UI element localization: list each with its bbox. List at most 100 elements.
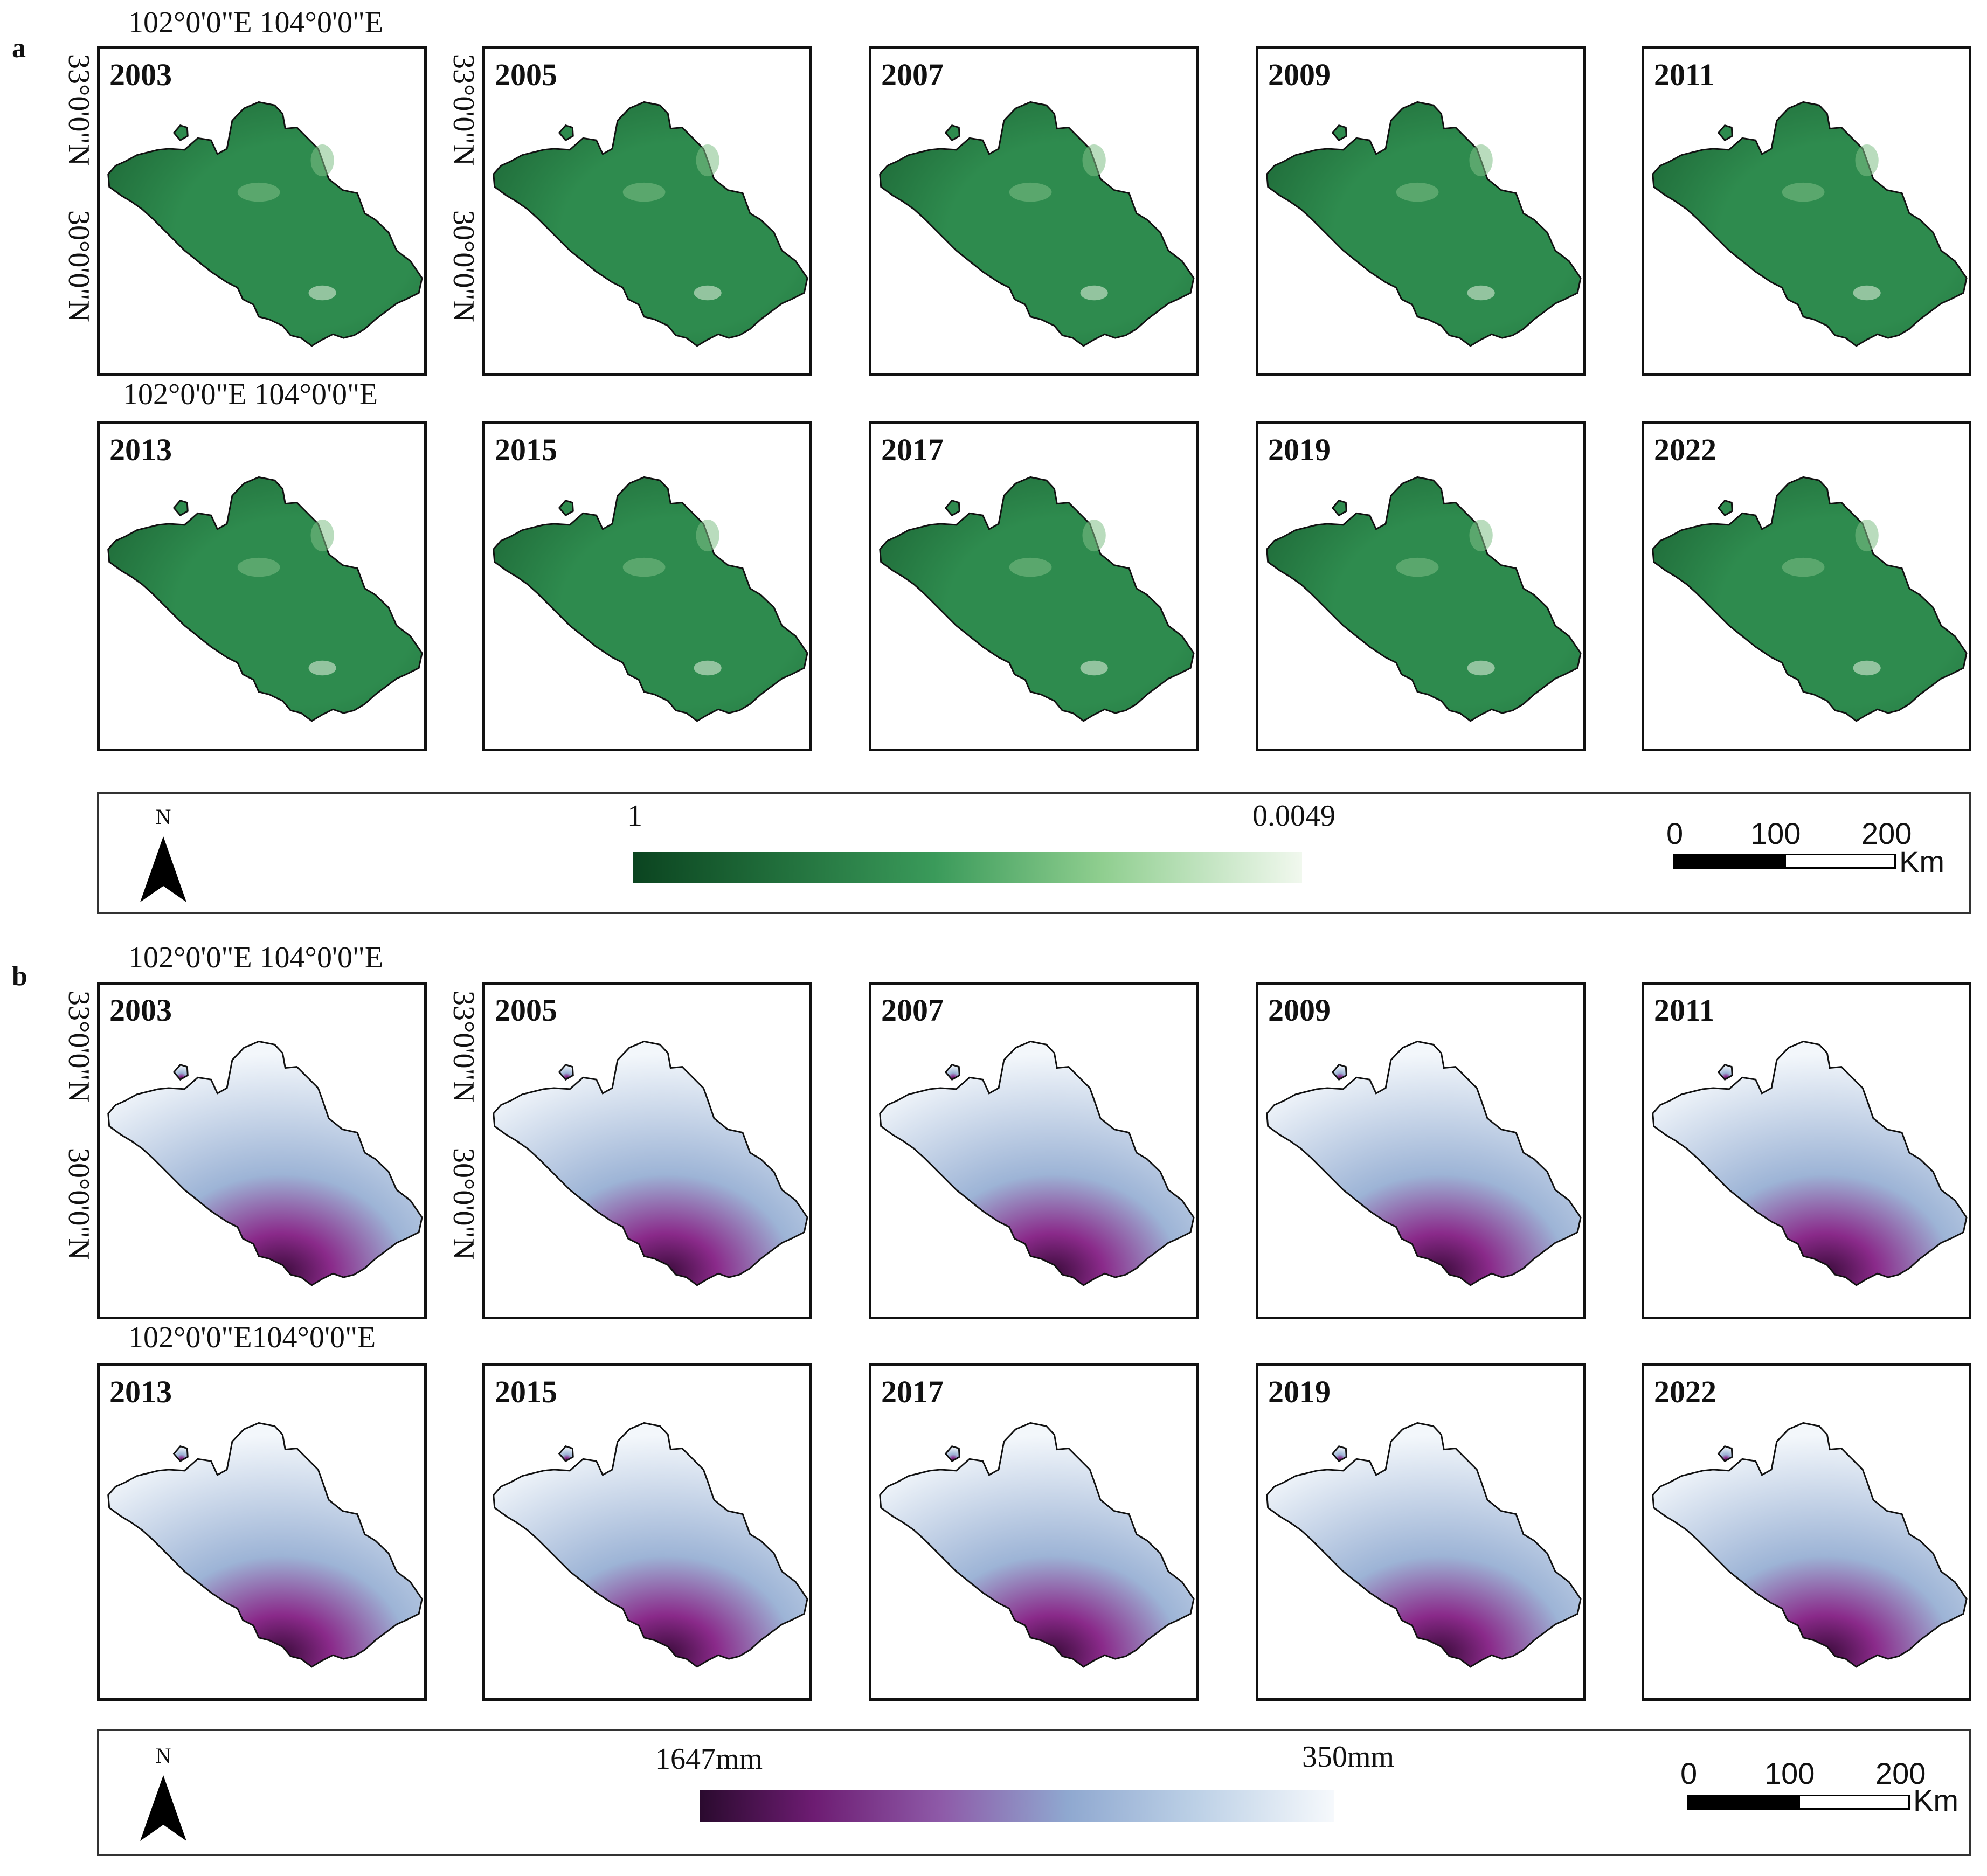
scale-bar-white — [1784, 854, 1896, 869]
map-frame: 2007 — [869, 46, 1199, 376]
map-frame: 2022 — [1642, 1363, 1971, 1701]
year-label: 2015 — [495, 432, 557, 467]
highland-patch — [622, 557, 666, 577]
map-frame: 2019 — [1256, 1363, 1586, 1701]
study-area-map — [493, 101, 808, 347]
study-area-region — [493, 1422, 808, 1668]
year-label: 2015 — [495, 1374, 557, 1409]
scale-unit: Km — [1899, 844, 1944, 878]
study-area-island — [1717, 1445, 1733, 1463]
study-area-map — [493, 476, 808, 722]
study-area-region — [1266, 1422, 1582, 1668]
study-area-region — [1266, 1040, 1582, 1286]
scale-tick: 0 — [1666, 816, 1684, 850]
highland-patch — [1080, 285, 1108, 301]
study-area-island — [944, 1063, 960, 1081]
year-label: 2009 — [1268, 993, 1331, 1028]
year-label: 2011 — [1654, 57, 1715, 92]
highland-patch — [696, 520, 719, 552]
latitude-label: 30°0'0"N — [62, 210, 95, 322]
highland-patch — [1082, 520, 1106, 552]
scale-tick: 200 — [1861, 816, 1912, 850]
study-area-map — [107, 476, 423, 722]
map-frame: 2013 — [97, 421, 427, 751]
map-frame: 2022 — [1642, 421, 1971, 751]
year-label: 2009 — [1268, 57, 1331, 92]
study-area-island — [558, 499, 574, 517]
colorbar-min-label: 0.0049 — [1252, 799, 1335, 833]
latitude-label: 33°0'0"N — [447, 991, 480, 1103]
study-area-island — [172, 499, 189, 517]
highland-patch — [1009, 557, 1052, 577]
latitude-label: 30°0'0"N — [447, 210, 480, 322]
highland-patch — [237, 557, 280, 577]
scale-tick: 200 — [1875, 1756, 1926, 1790]
study-area-island — [558, 1063, 574, 1081]
study-area-island — [1717, 1063, 1733, 1081]
study-area-map — [1266, 1040, 1582, 1286]
scale-unit: Km — [1913, 1783, 1958, 1817]
year-label: 2007 — [881, 57, 944, 92]
highland-patch — [1853, 660, 1881, 676]
study-area-region — [107, 1422, 423, 1668]
study-area-island — [944, 1445, 960, 1463]
year-label: 2003 — [109, 993, 172, 1028]
study-area-map — [1652, 1040, 1968, 1286]
highland-patch — [1469, 520, 1493, 552]
year-label: 2005 — [495, 993, 557, 1028]
study-area-map — [107, 1040, 423, 1286]
study-area-region — [107, 101, 423, 347]
study-area-map — [1652, 476, 1968, 722]
study-area-island — [1331, 499, 1347, 517]
study-area-island — [172, 124, 189, 142]
latitude-label: 33°0'0"N — [62, 54, 95, 166]
map-frame: 2013 — [97, 1363, 427, 1701]
highland-patch — [1467, 285, 1495, 301]
study-area-island — [944, 499, 960, 517]
study-area-island — [1331, 124, 1347, 142]
scale-bar: 0 100 200 Km — [1662, 816, 1953, 891]
study-area-region — [493, 1040, 808, 1286]
highland-patch — [308, 660, 336, 676]
scale-bar-black — [1687, 1795, 1800, 1810]
scale-tick: 0 — [1680, 1756, 1698, 1790]
study-area-region — [1652, 476, 1968, 722]
study-area-island — [1717, 499, 1733, 517]
highland-patch — [694, 660, 722, 676]
longitude-label: 102°0'0"E 104°0'0"E — [128, 941, 384, 974]
scale-bar-black — [1673, 854, 1786, 869]
study-area-region — [879, 101, 1195, 347]
study-area-region — [493, 476, 808, 722]
latitude-label: 30°0'0"N — [62, 1148, 95, 1260]
map-frame: 2019 — [1256, 421, 1586, 751]
map-frame: 2011 — [1642, 982, 1971, 1319]
study-area-region — [879, 1422, 1195, 1668]
study-area-region — [1266, 101, 1582, 347]
study-area-map — [1652, 101, 1968, 347]
colorbar-max-label: 1647mm — [655, 1742, 763, 1776]
highland-patch — [696, 144, 719, 177]
panel-a-letter: a — [12, 33, 26, 64]
study-area-island — [1331, 1063, 1347, 1081]
longitude-label: 102°0'0"E104°0'0"E — [128, 1321, 376, 1354]
study-area-region — [1652, 1040, 1968, 1286]
study-area-map — [493, 1040, 808, 1286]
highland-patch — [622, 182, 666, 202]
map-frame: 2009 — [1256, 46, 1586, 376]
map-frame: 2017 — [869, 421, 1199, 751]
year-label: 2022 — [1654, 432, 1716, 467]
study-area-region — [1266, 476, 1582, 722]
study-area-region — [1652, 1422, 1968, 1668]
study-area-island — [1331, 1445, 1347, 1463]
latitude-label: 33°0'0"N — [62, 991, 95, 1103]
highland-patch — [310, 520, 334, 552]
map-frame: 2007 — [869, 982, 1199, 1319]
highland-patch — [1009, 182, 1052, 202]
scale-tick: 100 — [1764, 1756, 1815, 1790]
study-area-map — [879, 101, 1195, 347]
study-area-region — [107, 476, 423, 722]
year-label: 2019 — [1268, 1374, 1331, 1409]
study-area-map — [879, 476, 1195, 722]
colorbar — [700, 1790, 1334, 1822]
map-frame: 2009 — [1256, 982, 1586, 1319]
